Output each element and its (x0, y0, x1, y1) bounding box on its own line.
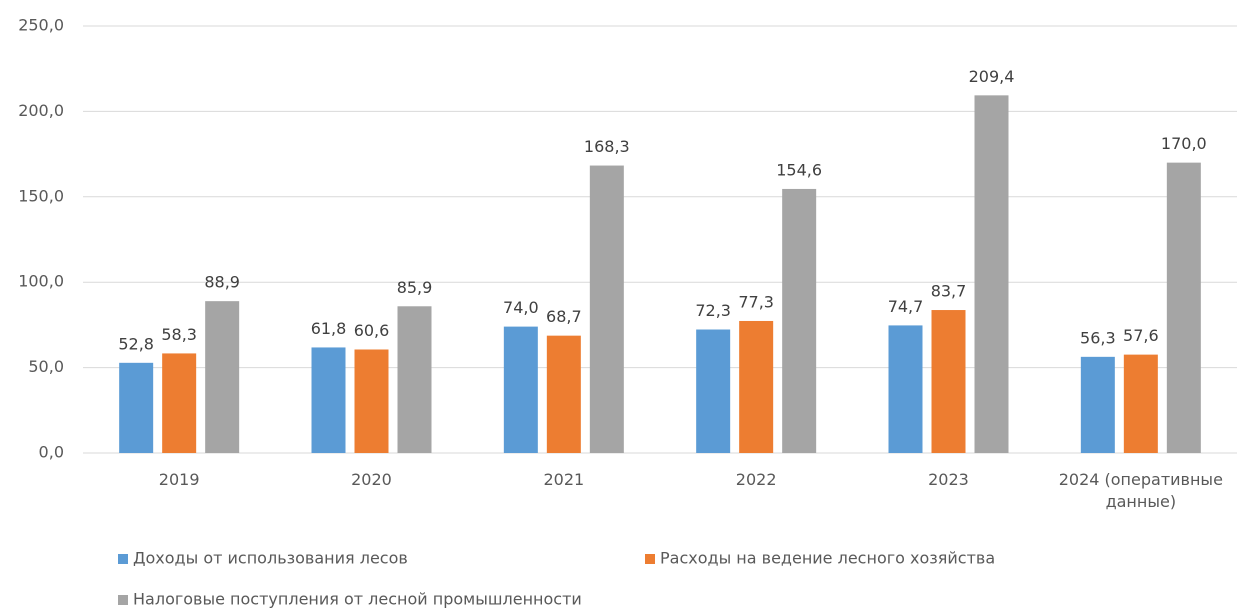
bar (503, 326, 538, 453)
data-label: 61,8 (311, 319, 347, 338)
data-label: 57,6 (1123, 326, 1159, 345)
bar (1166, 162, 1201, 453)
bar (888, 325, 923, 453)
legend-label: Расходы на ведение лесного хозяйства (660, 549, 995, 568)
bar (205, 301, 240, 453)
bar (354, 349, 389, 453)
data-label: 88,9 (204, 273, 240, 292)
data-label: 72,3 (695, 301, 731, 320)
x-tick-label: 2022 (735, 470, 777, 489)
data-label: 60,6 (354, 321, 390, 340)
x-tick-label: 2023 (928, 470, 969, 489)
y-tick-label: 200,0 (18, 101, 64, 120)
data-label: 52,8 (118, 334, 154, 353)
bar (739, 320, 774, 453)
bar (311, 347, 346, 453)
data-label: 74,0 (503, 298, 539, 317)
data-label: 74,7 (888, 297, 924, 316)
legend-swatch (645, 554, 655, 564)
bar (546, 335, 581, 453)
bar (1123, 354, 1158, 453)
bar (119, 362, 154, 453)
data-label: 77,3 (738, 292, 774, 311)
x-tick-label-box: 2023 (928, 470, 969, 489)
bar (1080, 356, 1115, 453)
bar (162, 353, 197, 453)
data-label: 209,4 (969, 67, 1015, 86)
data-label: 83,7 (931, 282, 967, 301)
y-tick-label: 50,0 (28, 357, 64, 376)
x-tick-label-box: 2020 (351, 470, 392, 489)
y-tick-label: 100,0 (18, 272, 64, 291)
data-label: 68,7 (546, 307, 582, 326)
data-label: 168,3 (584, 137, 630, 156)
bar (974, 95, 1009, 454)
x-tick-label-box: 2021 (543, 470, 585, 489)
bar (696, 329, 731, 453)
bar (397, 306, 432, 453)
x-tick-label: 2024 (оперативные данные) (1058, 470, 1223, 511)
x-tick-label-box: 2022 (735, 470, 777, 489)
x-tick-label: 2019 (158, 470, 200, 489)
x-tick-label: 2021 (543, 470, 585, 489)
bar (782, 188, 817, 453)
legend-swatch (118, 595, 128, 605)
y-tick-label: 250,0 (18, 16, 64, 35)
x-tick-label-box: 2019 (158, 470, 200, 489)
bar (931, 310, 966, 453)
data-label: 154,6 (776, 160, 822, 179)
y-tick-label: 150,0 (18, 186, 64, 205)
data-label: 58,3 (161, 325, 197, 344)
x-tick-label-box: 2024 (оперативные данные) (1058, 470, 1223, 511)
legend-swatch (118, 554, 128, 564)
legend-label: Доходы от использования лесов (133, 549, 408, 568)
data-label: 85,9 (397, 278, 433, 297)
legend-label: Налоговые поступления от лесной промышле… (133, 590, 582, 609)
y-tick-label: 0,0 (39, 443, 64, 462)
data-label: 170,0 (1161, 134, 1207, 153)
x-tick-label: 2020 (351, 470, 392, 489)
bar (589, 165, 624, 454)
data-label: 56,3 (1080, 328, 1116, 347)
